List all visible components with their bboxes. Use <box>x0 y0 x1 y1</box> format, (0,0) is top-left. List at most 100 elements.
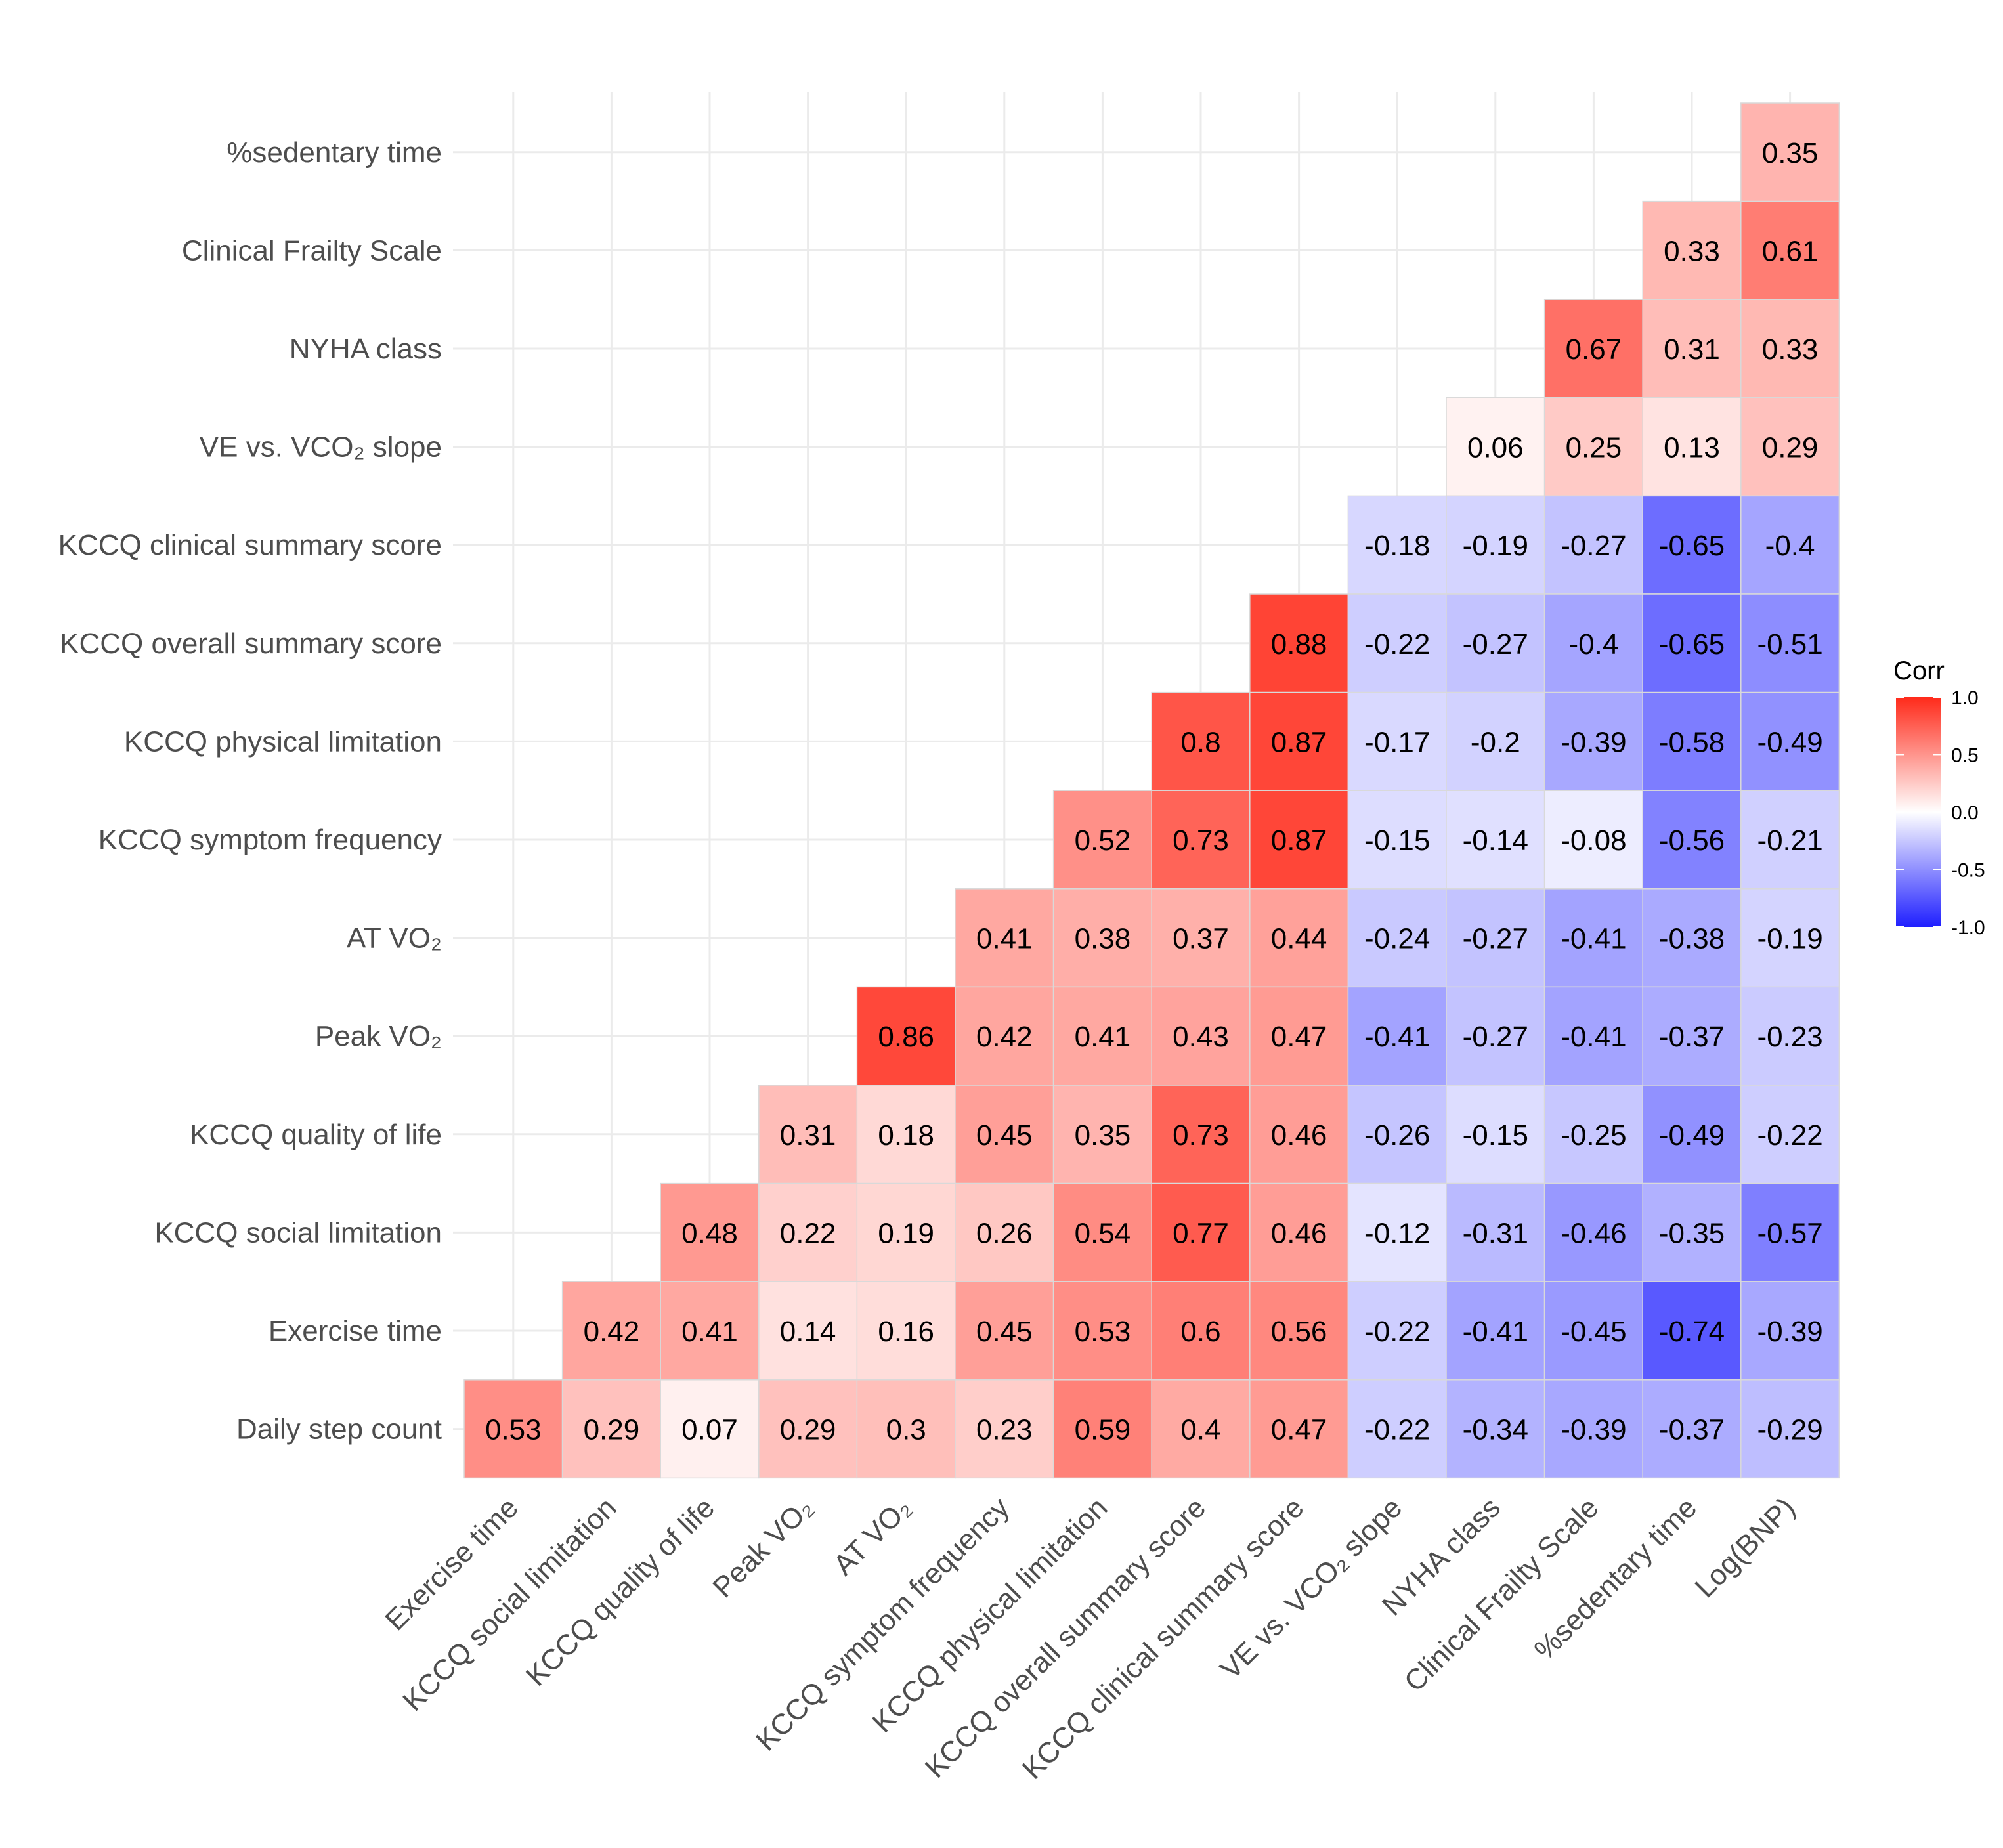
cell-value-label: 0.47 <box>1271 1021 1327 1053</box>
cell-value-label: -0.29 <box>1757 1414 1822 1446</box>
legend-tick-label: 0.0 <box>1951 802 1979 824</box>
cell-value-label: 0.48 <box>681 1217 738 1249</box>
heatmap-cell <box>1446 1085 1545 1184</box>
cell-value-label: -0.4 <box>1568 628 1618 660</box>
heatmap-cell <box>1740 986 1840 1086</box>
cell-value-label: 0.45 <box>976 1316 1033 1348</box>
heatmap-cell <box>1642 1085 1742 1184</box>
legend-tick-label: 0.5 <box>1951 745 1979 767</box>
heatmap-cell <box>1642 1281 1742 1381</box>
heatmap-cell <box>856 1281 956 1381</box>
cell-value-label: 0.06 <box>1467 432 1524 464</box>
cell-value-label: -0.51 <box>1757 628 1822 660</box>
heatmap-cell <box>1740 790 1840 890</box>
cell-value-label: 0.8 <box>1180 726 1220 758</box>
cell-value-label: 0.86 <box>878 1021 934 1053</box>
heatmap-cell <box>1446 691 1545 791</box>
x-axis-label: VE vs. VCO₂ slope <box>1215 1492 1409 1686</box>
cell-value-label: 0.42 <box>584 1316 640 1348</box>
heatmap-cell <box>1642 1182 1742 1282</box>
cell-value-label: 0.6 <box>1180 1316 1220 1348</box>
cell-value-label: -0.39 <box>1757 1316 1822 1348</box>
heatmap-cell <box>1446 1281 1545 1381</box>
x-axis-label: KCCQ quality of life <box>520 1492 721 1692</box>
cell-value-label: 0.73 <box>1173 1119 1229 1151</box>
cell-value-label: 0.77 <box>1173 1217 1229 1249</box>
cell-value-label: -0.37 <box>1659 1021 1725 1053</box>
y-axis-label: KCCQ physical limitation <box>124 725 442 758</box>
cell-value-label: 0.41 <box>976 923 1033 955</box>
legend-tick-label: 1.0 <box>1951 687 1979 709</box>
cell-value-label: 0.59 <box>1075 1414 1131 1446</box>
heatmap-cell <box>1151 1085 1251 1184</box>
heatmap-cell <box>1740 397 1840 497</box>
heatmap-cell <box>1151 986 1251 1086</box>
y-axis-label: VE vs. VCO₂ slope <box>200 431 442 463</box>
cell-value-label: -0.46 <box>1561 1217 1626 1249</box>
heatmap-cell <box>1642 790 1742 890</box>
cell-value-label: 0.87 <box>1271 825 1327 857</box>
y-axis-label: KCCQ overall summary score <box>60 628 442 660</box>
cell-value-label: -0.38 <box>1659 923 1725 955</box>
cell-value-label: 0.18 <box>878 1119 934 1151</box>
cell-value-label: -0.39 <box>1561 726 1626 758</box>
heatmap-cell <box>1249 986 1349 1086</box>
heatmap-cell <box>1347 790 1447 890</box>
heatmap-cell <box>1740 691 1840 791</box>
y-axis-label: KCCQ social limitation <box>154 1216 442 1249</box>
heatmap-cell <box>955 986 1054 1086</box>
cell-value-label: 0.23 <box>976 1414 1033 1446</box>
heatmap-cell <box>1642 593 1742 693</box>
heatmap-cell <box>1151 790 1251 890</box>
cell-value-label: 0.07 <box>681 1414 738 1446</box>
cell-value-label: 0.33 <box>1762 333 1819 366</box>
heatmap-cell <box>1347 1379 1447 1479</box>
cell-value-label: -0.27 <box>1463 1021 1528 1053</box>
cell-value-label: -0.37 <box>1659 1414 1725 1446</box>
cell-value-label: 0.33 <box>1664 235 1720 267</box>
heatmap-cell <box>1642 397 1742 497</box>
heatmap-cell <box>1347 593 1447 693</box>
cell-value-label: -0.58 <box>1659 726 1725 758</box>
heatmap-cell <box>1052 790 1152 890</box>
cell-value-label: -0.41 <box>1364 1021 1430 1053</box>
heatmap-cell <box>1446 593 1545 693</box>
heatmap-cell <box>1151 1379 1251 1479</box>
cell-value-label: 0.29 <box>780 1414 836 1446</box>
legend-ticks: 1.0 0.5 0.0 -0.5 -1.0 <box>1896 687 1985 939</box>
heatmap-cell <box>1740 102 1840 202</box>
cell-value-label: 0.4 <box>1180 1414 1220 1446</box>
cell-value-label: -0.22 <box>1757 1119 1822 1151</box>
cell-value-label: 0.43 <box>1173 1021 1229 1053</box>
cell-value-label: 0.46 <box>1271 1217 1327 1249</box>
cell-value-label: -0.41 <box>1561 1021 1626 1053</box>
heatmap-cell <box>1249 691 1349 791</box>
cell-value-label: 0.42 <box>976 1021 1033 1053</box>
heatmap-cell <box>1249 1182 1349 1282</box>
cell-value-label: 0.41 <box>1075 1021 1131 1053</box>
color-legend: Corr 1.0 0.5 0.0 -0.5 -1.0 <box>1893 656 1985 939</box>
cell-value-label: -0.22 <box>1364 1316 1430 1348</box>
heatmap-cell <box>1446 1379 1545 1479</box>
y-axis-label: Clinical Frailty Scale <box>182 234 442 267</box>
heatmap-cell <box>1543 1379 1643 1479</box>
heatmap-cell <box>758 1379 858 1479</box>
heatmap-cell <box>856 1379 956 1479</box>
heatmap-cell <box>1249 1085 1349 1184</box>
heatmap-cell <box>1543 1182 1643 1282</box>
cell-value-label: 0.31 <box>1664 333 1720 366</box>
cell-value-label: -0.2 <box>1471 726 1520 758</box>
heatmap-cell <box>1740 1182 1840 1282</box>
cell-value-label: 0.26 <box>976 1217 1033 1249</box>
heatmap-cell <box>1642 299 1742 398</box>
cell-value-label: -0.65 <box>1659 628 1725 660</box>
cell-value-label: -0.21 <box>1757 825 1822 857</box>
heatmap-cell <box>660 1281 760 1381</box>
cell-value-label: 0.22 <box>780 1217 836 1249</box>
heatmap-cell <box>463 1379 563 1479</box>
cell-value-label: 0.29 <box>1762 432 1819 464</box>
y-axis-label: Peak VO₂ <box>315 1020 442 1052</box>
cell-value-label: -0.65 <box>1659 530 1725 562</box>
